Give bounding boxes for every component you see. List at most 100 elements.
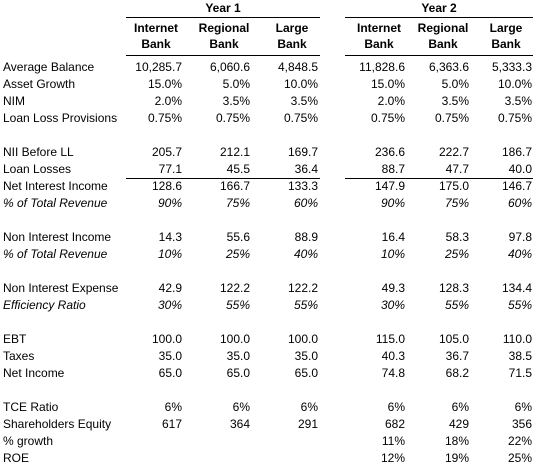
cell-value: 10% — [381, 247, 405, 261]
cell-value: 364 — [230, 417, 250, 431]
row-label: % growth — [3, 434, 53, 448]
cell-value: 100.0 — [152, 332, 182, 346]
cell-value: 429 — [449, 417, 469, 431]
row-label: Shareholders Equity — [3, 417, 111, 431]
row-label: Non Interest Expense — [3, 281, 119, 295]
cell-value: 122.2 — [288, 281, 318, 295]
cell-value: 5,333.3 — [492, 60, 532, 74]
row-label: Average Balance — [3, 60, 95, 74]
cell-value: 105.0 — [439, 332, 469, 346]
cell-value: 3.5% — [291, 94, 319, 108]
row-label: NIM — [3, 94, 25, 108]
column-header: Regional — [418, 21, 469, 35]
cell-value: 6% — [165, 400, 183, 414]
cell-value: 15.0% — [148, 77, 182, 91]
cell-value: 30% — [381, 298, 405, 312]
cell-value: 186.7 — [502, 145, 532, 159]
cell-value: 35.0 — [159, 349, 183, 363]
cell-value: 65.0 — [295, 366, 319, 380]
cell-value: 58.3 — [446, 230, 470, 244]
cell-value: 100.0 — [220, 332, 250, 346]
cell-value: 110.0 — [503, 332, 532, 346]
cell-value: 35.0 — [227, 349, 251, 363]
cell-value: 6% — [452, 400, 470, 414]
row-label: Net Interest Income — [3, 179, 108, 193]
cell-value: 25% — [444, 247, 469, 261]
row-label: TCE Ratio — [3, 400, 59, 414]
cell-value: 356 — [512, 417, 532, 431]
cell-value: 2.0% — [378, 94, 406, 108]
cell-value: 291 — [298, 417, 318, 431]
cell-value: 47.7 — [446, 162, 470, 176]
column-header: Bank — [428, 37, 458, 51]
cell-value: 75% — [445, 196, 469, 210]
cell-value: 35.0 — [295, 349, 319, 363]
cell-value: 55% — [445, 298, 469, 312]
cell-value: 128.3 — [439, 281, 469, 295]
cell-value: 77.1 — [159, 162, 183, 176]
row-label: NII Before LL — [3, 145, 74, 159]
cell-value: 60% — [294, 196, 318, 210]
column-header: Internet — [357, 21, 401, 35]
cell-value: 40.0 — [509, 162, 533, 176]
cell-value: 90% — [158, 196, 182, 210]
cell-value: 6% — [301, 400, 319, 414]
column-header: Bank — [141, 37, 171, 51]
column-header: Bank — [277, 37, 307, 51]
cell-value: 42.9 — [159, 281, 183, 295]
column-header: Bank — [209, 37, 239, 51]
cell-value: 65.0 — [159, 366, 183, 380]
cell-value: 25% — [225, 247, 250, 261]
cell-value: 222.7 — [439, 145, 469, 159]
cell-value: 74.8 — [382, 366, 406, 380]
cell-value: 90% — [381, 196, 405, 210]
cell-value: 5.0% — [442, 77, 470, 91]
cell-value: 97.8 — [509, 230, 533, 244]
cell-value: 14.3 — [159, 230, 183, 244]
cell-value: 55.6 — [227, 230, 251, 244]
row-label: Efficiency Ratio — [3, 298, 86, 312]
row-label: Loan Losses — [3, 162, 71, 176]
cell-value: 100.0 — [288, 332, 318, 346]
cell-value: 0.75% — [148, 111, 182, 125]
cell-value: 682 — [385, 417, 405, 431]
cell-value: 12% — [381, 451, 405, 465]
cell-value: 55% — [508, 298, 532, 312]
cell-value: 10.0% — [498, 77, 532, 91]
cell-value: 16.4 — [382, 230, 406, 244]
cell-value: 133.3 — [288, 179, 318, 193]
cell-value: 175.0 — [439, 179, 469, 193]
cell-value: 0.75% — [371, 111, 405, 125]
cell-value: 22% — [508, 434, 532, 448]
cell-value: 3.5% — [505, 94, 533, 108]
cell-value: 617 — [162, 417, 182, 431]
cell-value: 0.75% — [435, 111, 469, 125]
cell-value: 0.75% — [284, 111, 318, 125]
group-title: Year 2 — [421, 1, 457, 15]
row-label: Taxes — [3, 349, 34, 363]
cell-value: 10,285.7 — [135, 60, 182, 74]
cell-value: 236.6 — [375, 145, 405, 159]
cell-value: 10.0% — [284, 77, 318, 91]
column-header: Internet — [134, 21, 178, 35]
cell-value: 0.75% — [216, 111, 250, 125]
cell-value: 11,828.6 — [359, 60, 405, 74]
cell-value: 6,060.6 — [210, 60, 250, 74]
cell-value: 65.0 — [227, 366, 251, 380]
cell-value: 71.5 — [509, 366, 533, 380]
cell-value: 212.1 — [220, 145, 250, 159]
cell-value: 40% — [508, 247, 532, 261]
cell-value: 6% — [515, 400, 533, 414]
cell-value: 60% — [508, 196, 532, 210]
cell-value: 134.4 — [502, 281, 532, 295]
row-label: % of Total Revenue — [3, 196, 108, 210]
row-label: Asset Growth — [3, 77, 75, 91]
cell-value: 15.0% — [371, 77, 405, 91]
group-title: Year 1 — [205, 1, 241, 15]
cell-value: 146.7 — [502, 179, 532, 193]
row-label: Loan Loss Provisions — [3, 111, 117, 125]
cell-value: 169.7 — [288, 145, 318, 159]
cell-value: 36.7 — [446, 349, 470, 363]
cell-value: 10% — [158, 247, 182, 261]
